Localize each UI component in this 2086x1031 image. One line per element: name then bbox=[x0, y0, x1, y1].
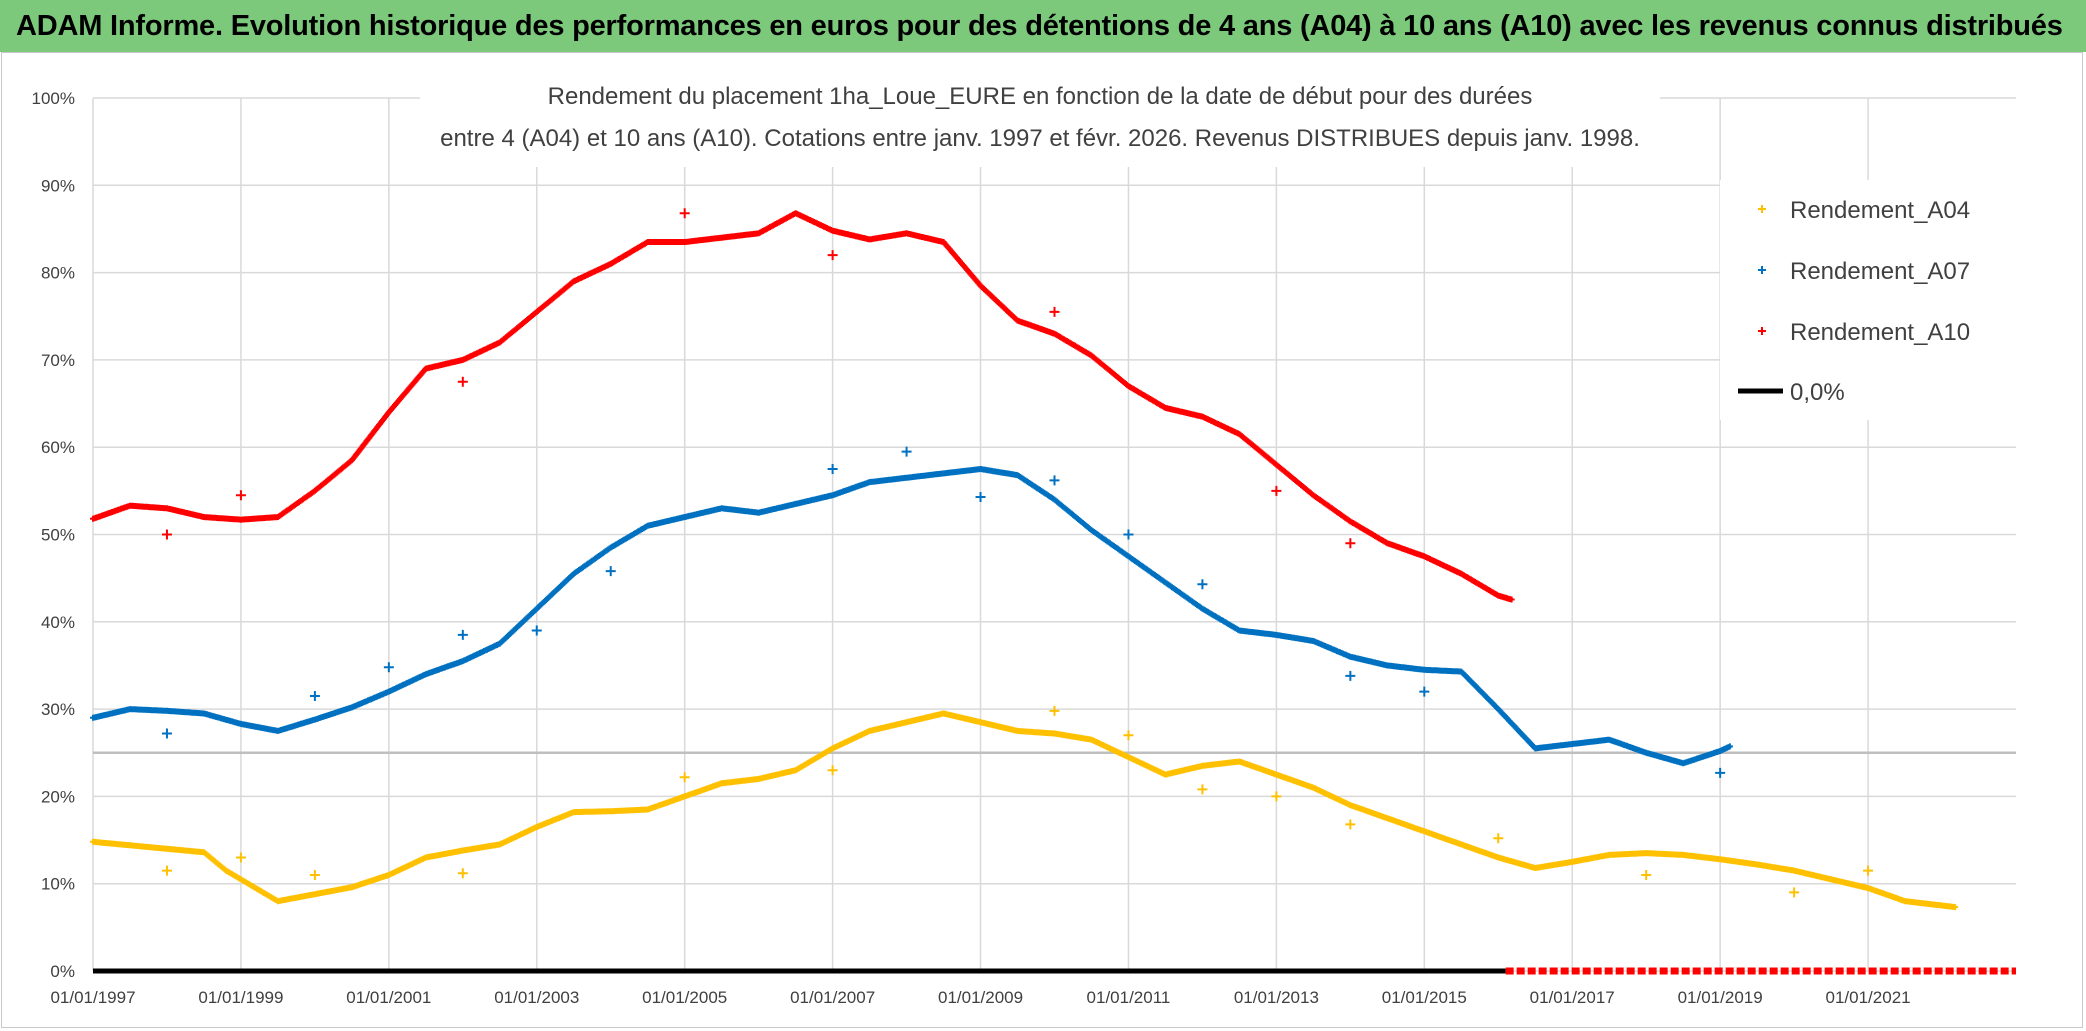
y-tick-label: 30% bbox=[41, 700, 75, 719]
legend-marker bbox=[1758, 205, 1766, 213]
x-tick-label: 01/01/1997 bbox=[50, 988, 135, 1007]
outlier-point-rendement-a07 bbox=[901, 446, 912, 457]
outlier-point-rendement-a07 bbox=[1049, 475, 1060, 486]
x-tick-label: 01/01/2011 bbox=[1087, 988, 1171, 1007]
outlier-point-rendement-a07 bbox=[1419, 686, 1430, 697]
legend-label: Rendement_A04 bbox=[1790, 197, 1970, 224]
outlier-point-rendement-a04 bbox=[1345, 819, 1356, 830]
x-tick-label: 01/01/2013 bbox=[1234, 988, 1319, 1007]
outlier-point-rendement-a10 bbox=[827, 250, 838, 261]
legend-label: Rendement_A10 bbox=[1790, 319, 1970, 346]
outlier-point-rendement-a07 bbox=[1715, 767, 1726, 778]
outlier-point-rendement-a07 bbox=[531, 625, 542, 636]
chart-title-line2: entre 4 (A04) et 10 ans (A10). Cotations… bbox=[440, 125, 1640, 152]
legend-background bbox=[1720, 180, 2020, 420]
banner: ADAM Informe. Evolution historique des p… bbox=[0, 0, 2086, 52]
outlier-point-rendement-a04 bbox=[1197, 784, 1208, 795]
x-tick-label: 01/01/2017 bbox=[1530, 988, 1615, 1007]
outlier-point-rendement-a04 bbox=[1493, 833, 1504, 844]
y-tick-label: 80% bbox=[41, 264, 75, 283]
x-tick-label: 01/01/1999 bbox=[198, 988, 283, 1007]
outlier-point-rendement-a04 bbox=[1123, 730, 1134, 741]
outlier-point-rendement-a07 bbox=[457, 629, 468, 640]
x-tick-label: 01/01/2005 bbox=[642, 988, 727, 1007]
outlier-point-rendement-a07 bbox=[605, 566, 616, 577]
chart-frame bbox=[1, 52, 2083, 1028]
y-tick-label: 50% bbox=[41, 526, 75, 545]
outlier-point-rendement-a04 bbox=[161, 865, 172, 876]
legend: Rendement_A04 Rendement_A07 Rendement_A10 0… bbox=[1720, 180, 2020, 420]
outlier-point-rendement-a10 bbox=[235, 490, 246, 501]
y-tick-label: 60% bbox=[41, 438, 75, 457]
x-tick-label: 01/01/2007 bbox=[790, 988, 875, 1007]
banner-title: ADAM Informe. Evolution historique des p… bbox=[16, 9, 2063, 42]
outlier-point-rendement-a04 bbox=[1789, 887, 1800, 898]
axes: 0% 10% 20% 30% 40% 50% 60% 70% 80% 90% 100% 01/01/1… bbox=[32, 89, 1911, 1007]
outlier-point-rendement-a07 bbox=[975, 491, 986, 502]
x-tick-label: 01/01/2003 bbox=[494, 988, 579, 1007]
outlier-point-rendement-a10 bbox=[1345, 538, 1356, 549]
outlier-point-rendement-a04 bbox=[309, 869, 320, 880]
outlier-point-rendement-a07 bbox=[1123, 529, 1134, 540]
y-tick-label: 40% bbox=[41, 613, 75, 632]
y-tick-label: 100% bbox=[32, 89, 75, 108]
y-tick-label: 90% bbox=[41, 176, 75, 195]
legend-label: Rendement_A07 bbox=[1790, 258, 1970, 285]
outlier-point-rendement-a10 bbox=[1271, 485, 1282, 496]
outlier-point-rendement-a07 bbox=[1345, 670, 1356, 681]
outlier-point-rendement-a07 bbox=[383, 662, 394, 673]
x-tick-label: 01/01/2009 bbox=[938, 988, 1023, 1007]
outlier-point-rendement-a10 bbox=[1049, 306, 1060, 317]
title-background bbox=[420, 75, 1660, 167]
gridlines bbox=[92, 97, 2016, 972]
outlier-point-rendement-a10 bbox=[457, 376, 468, 387]
legend-marker bbox=[1758, 266, 1766, 274]
series-layer bbox=[90, 208, 2016, 975]
legend-marker bbox=[1758, 327, 1766, 335]
outlier-point-rendement-a10 bbox=[161, 529, 172, 540]
x-tick-label: 01/01/2019 bbox=[1678, 988, 1763, 1007]
y-tick-label: 0% bbox=[50, 962, 75, 981]
series-rendement-a10 bbox=[90, 210, 1515, 603]
outlier-point-rendement-a04 bbox=[827, 765, 838, 776]
y-tick-label: 70% bbox=[41, 351, 75, 370]
y-tick-label: 10% bbox=[41, 875, 75, 894]
outlier-point-rendement-a04 bbox=[1863, 865, 1874, 876]
x-tick-label: 01/01/2015 bbox=[1382, 988, 1467, 1007]
outlier-point-rendement-a07 bbox=[161, 728, 172, 739]
outlier-point-rendement-a07 bbox=[309, 691, 320, 702]
outlier-point-rendement-a07 bbox=[827, 464, 838, 475]
outlier-point-rendement-a04 bbox=[1049, 705, 1060, 716]
outlier-point-rendement-a04 bbox=[235, 852, 246, 863]
outlier-point-rendement-a04 bbox=[1641, 869, 1652, 880]
series-rendement-a04 bbox=[90, 710, 1959, 911]
legend-label: 0,0% bbox=[1790, 379, 1845, 406]
outlier-point-rendement-a07 bbox=[1197, 579, 1208, 590]
outlier-point-rendement-a04 bbox=[1271, 791, 1282, 802]
outlier-point-rendement-a04 bbox=[679, 772, 690, 783]
x-tick-label: 01/01/2001 bbox=[346, 988, 431, 1007]
series-rendement-a07 bbox=[90, 466, 1733, 767]
chart-title-line1: Rendement du placement 1ha_Loue_EURE en … bbox=[548, 83, 1533, 110]
x-tick-label: 01/01/2021 bbox=[1826, 988, 1911, 1007]
outlier-point-rendement-a10 bbox=[679, 208, 690, 219]
y-tick-label: 20% bbox=[41, 787, 75, 806]
outlier-point-rendement-a04 bbox=[457, 868, 468, 879]
